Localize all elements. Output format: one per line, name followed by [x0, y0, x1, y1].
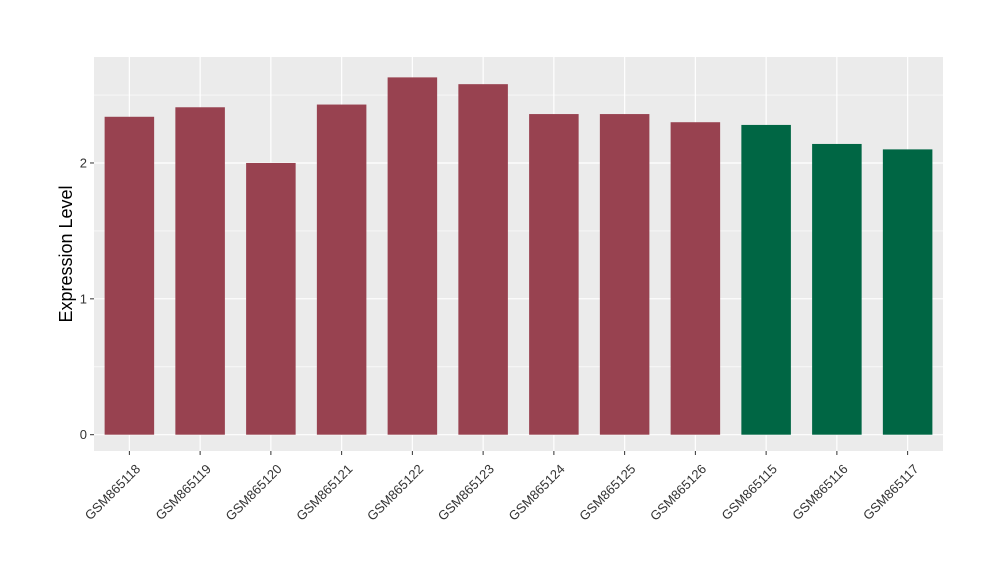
x-tick-label: GSM865120: [223, 461, 285, 523]
bar-GSM865121: [316, 104, 367, 435]
bar-GSM865116: [812, 143, 862, 435]
bar-GSM865119: [175, 107, 225, 435]
x-tick-label: GSM865123: [435, 461, 497, 523]
bar-GSM865125: [599, 114, 650, 435]
bar-GSM865123: [458, 84, 508, 435]
bar-GSM865126: [670, 122, 721, 435]
x-axis: GSM865118 GSM865119 GSM865120 GSM865121 GSM8…: [82, 451, 922, 524]
x-tick-label: GSM865124: [506, 461, 568, 523]
x-tick-label: GSM865118: [82, 461, 144, 523]
y-tick-label: 1: [80, 291, 87, 306]
bar-GSM865115: [741, 124, 791, 435]
x-tick-label: GSM865122: [364, 461, 426, 523]
x-tick-label: GSM865117: [860, 461, 922, 523]
bar-GSM865124: [529, 114, 579, 435]
y-axis-title: Expression Level: [56, 185, 76, 322]
bar-GSM865117: [882, 149, 933, 435]
bar-GSM865120: [246, 162, 296, 435]
x-tick-label: GSM865125: [576, 461, 638, 523]
bar-GSM865122: [387, 77, 438, 435]
y-tick-label: 2: [80, 155, 87, 170]
y-tick-label: 0: [80, 427, 87, 442]
x-tick-label: GSM865121: [293, 461, 355, 523]
x-tick-label: GSM865126: [647, 461, 709, 523]
plot-panel: [94, 57, 943, 451]
y-axis: 0 1 2: [80, 155, 94, 442]
x-tick-label: GSM865116: [789, 461, 851, 523]
bar-GSM865118: [104, 116, 155, 435]
x-tick-label: GSM865119: [152, 461, 214, 523]
x-tick-label: GSM865115: [718, 461, 780, 523]
bars: [104, 77, 933, 435]
